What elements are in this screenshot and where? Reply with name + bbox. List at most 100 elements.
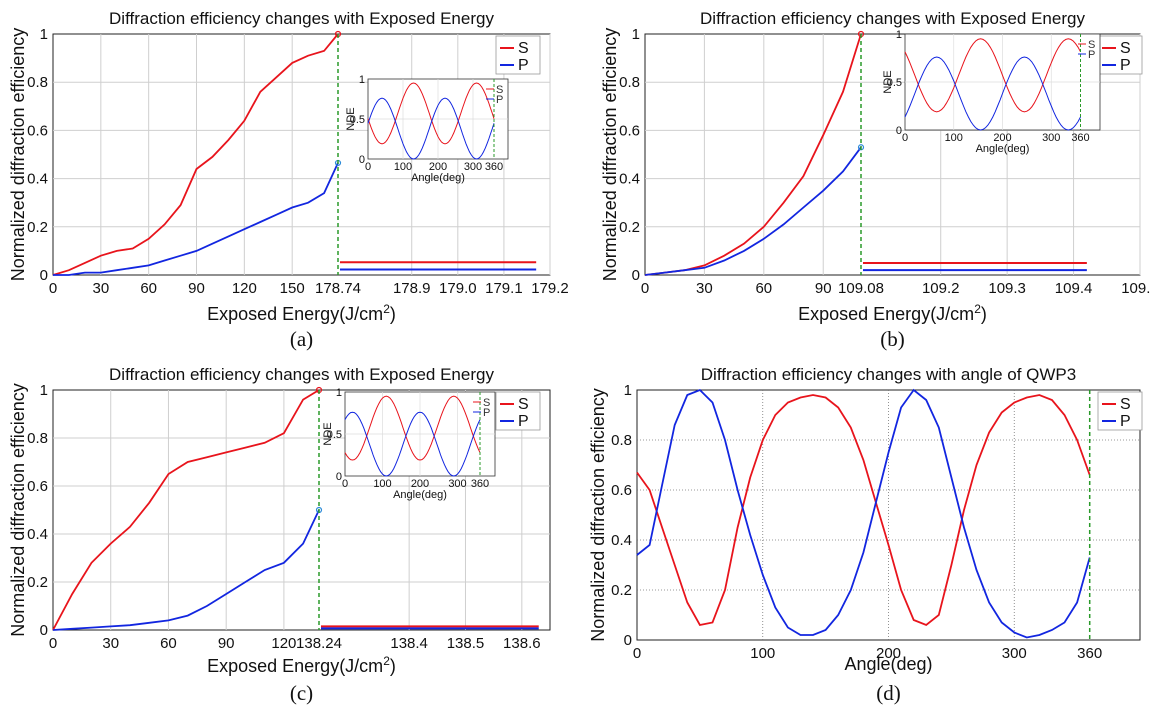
x-axis-label-close: ) — [390, 656, 396, 676]
y-axis-label: Normalized diffraction efficiency — [8, 28, 28, 281]
series-line-S — [636, 394, 1091, 627]
inset-x-tick-label: 360 — [485, 161, 503, 173]
x-tick-label: 200 — [876, 645, 901, 662]
series-line-P — [52, 509, 320, 631]
inset-x-tick-label: 360 — [471, 478, 489, 490]
inset-x-tick-label: 0 — [342, 478, 348, 490]
x-axis-label-main: Exposed Energy(J/cm — [207, 304, 383, 324]
y-axis-label: Normalized diffraction efficiency — [8, 383, 28, 636]
inset-y-tick-label: 0.5 — [350, 114, 365, 126]
inset-legend-label-S: S — [496, 84, 503, 96]
legend-label-P: P — [518, 413, 529, 430]
x-axis-label: Exposed Energy(J/cm2) — [207, 654, 396, 676]
inset-x-tick-label: 200 — [429, 161, 447, 173]
inset-y-tick-label: 1 — [359, 74, 365, 86]
inset-series-P — [904, 56, 1081, 131]
legend-label-S: S — [518, 396, 529, 413]
inset-x-tick-label: 100 — [945, 132, 963, 144]
panel-d: 0 0.2 0.4 0.6 0.8 1 0 100 200 300 360 SP Diffraction… — [588, 365, 1143, 705]
legend: SP — [495, 391, 541, 431]
x-tick-label: 109.08 — [838, 280, 884, 297]
y-tick-label: 0 — [632, 267, 640, 284]
x-axis-label: Angle(deg) — [844, 654, 932, 674]
inset-x-tick-label: 0 — [365, 161, 371, 173]
inset-legend-label-S: S — [1088, 39, 1095, 51]
inset-series-S — [904, 38, 1081, 113]
inset-y-tick-label: 0.5 — [887, 77, 902, 89]
panel-c: 00.20.40.60.810 30 60 90 120 138.24 138.4 138.5… — [8, 365, 551, 705]
x-tick-label: 178.9 — [393, 280, 431, 297]
inset-legend-label-P: P — [1088, 49, 1095, 61]
panel-label: (d) — [876, 681, 901, 705]
inset-x-axis-label: Angle(deg) — [393, 489, 447, 501]
y-axis-label: Normalized diffraction efficiency — [588, 388, 608, 641]
legend-label-P: P — [1120, 57, 1131, 74]
y-tick-label: 0.8 — [27, 430, 48, 447]
inset-series-P — [344, 411, 481, 477]
chart-title: Diffraction efficiency changes with Expo… — [109, 9, 494, 28]
inset-y-tick-label: 1 — [896, 29, 902, 41]
y-tick-label: 0.6 — [611, 482, 632, 499]
inset-x-tick-label: 300 — [448, 478, 466, 490]
y-tick-label: 1 — [632, 26, 640, 43]
inset-x-tick-label: 200 — [411, 478, 429, 490]
panel-label: (a) — [290, 327, 313, 351]
inset-x-tick-label: 0 — [902, 132, 908, 144]
y-tick-label: 1 — [624, 382, 632, 399]
legend-box — [1097, 391, 1143, 431]
y-tick-label: 0.8 — [611, 432, 632, 449]
x-tick-label: 100 — [750, 645, 775, 662]
x-tick-label: 138.5 — [447, 635, 485, 652]
inset-x-tick-label: 300 — [464, 161, 482, 173]
x-tick-label: 0 — [49, 635, 57, 652]
y-tick-label: 0.4 — [611, 532, 632, 549]
x-axis-label: Exposed Energy(J/cm2) — [207, 302, 396, 324]
x-tick-label: 0 — [633, 645, 641, 662]
inset-series-S — [367, 82, 495, 145]
y-tick-label: 0.4 — [27, 526, 48, 543]
x-tick-label: 109.5 — [1121, 280, 1151, 297]
inset-y-tick-label: 0 — [336, 471, 342, 483]
y-tick-label: 0 — [40, 622, 48, 639]
inset-x-tick-label: 100 — [394, 161, 412, 173]
x-tick-label: 30 — [102, 635, 119, 652]
series-line-S — [52, 389, 320, 631]
series-line-P — [644, 146, 862, 276]
y-tick-label: 0 — [40, 267, 48, 284]
y-tick-label: 1 — [40, 26, 48, 43]
inset-x-tick-label: 200 — [993, 132, 1011, 144]
legend-label-P: P — [518, 57, 529, 74]
inset-x-axis-label: Angle(deg) — [976, 143, 1030, 155]
x-tick-label: 179.0 — [439, 280, 477, 297]
x-tick-label: 138.4 — [390, 635, 428, 652]
y-tick-label: 0.6 — [27, 478, 48, 495]
x-axis-label-close: ) — [390, 304, 396, 324]
y-tick-label: 0.6 — [27, 122, 48, 139]
y-axis-label: Normalized diffraction efficiency — [600, 28, 620, 281]
inset-x-axis-label: Angle(deg) — [411, 172, 465, 184]
y-tick-label: 0.2 — [27, 219, 48, 236]
x-axis-label-main: Exposed Energy(J/cm — [798, 304, 974, 324]
x-tick-label: 109.3 — [988, 280, 1026, 297]
chart-title: Diffraction efficiency changes with angl… — [701, 365, 1076, 384]
y-tick-label: 0.4 — [619, 171, 640, 188]
legend-label-S: S — [1120, 396, 1131, 413]
x-tick-label: 138.6 — [503, 635, 541, 652]
x-axis-label-close: ) — [981, 304, 987, 324]
panel-label: (c) — [290, 681, 313, 705]
legend: SP — [495, 35, 541, 75]
inset-y-tick-label: 0 — [896, 125, 902, 137]
x-tick-label: 178.74 — [315, 280, 361, 297]
x-tick-label: 0 — [641, 280, 649, 297]
x-tick-label: 60 — [755, 280, 772, 297]
inset-x-tick-label: 300 — [1042, 132, 1060, 144]
y-tick-label: 0.8 — [619, 74, 640, 91]
x-axis-label: Exposed Energy(J/cm2) — [798, 302, 987, 324]
legend-box — [495, 35, 541, 75]
inset-legend-label-S: S — [483, 397, 490, 409]
x-tick-label: 138.24 — [296, 635, 342, 652]
legend-label-S: S — [1120, 40, 1131, 57]
x-tick-label: 109.4 — [1055, 280, 1093, 297]
